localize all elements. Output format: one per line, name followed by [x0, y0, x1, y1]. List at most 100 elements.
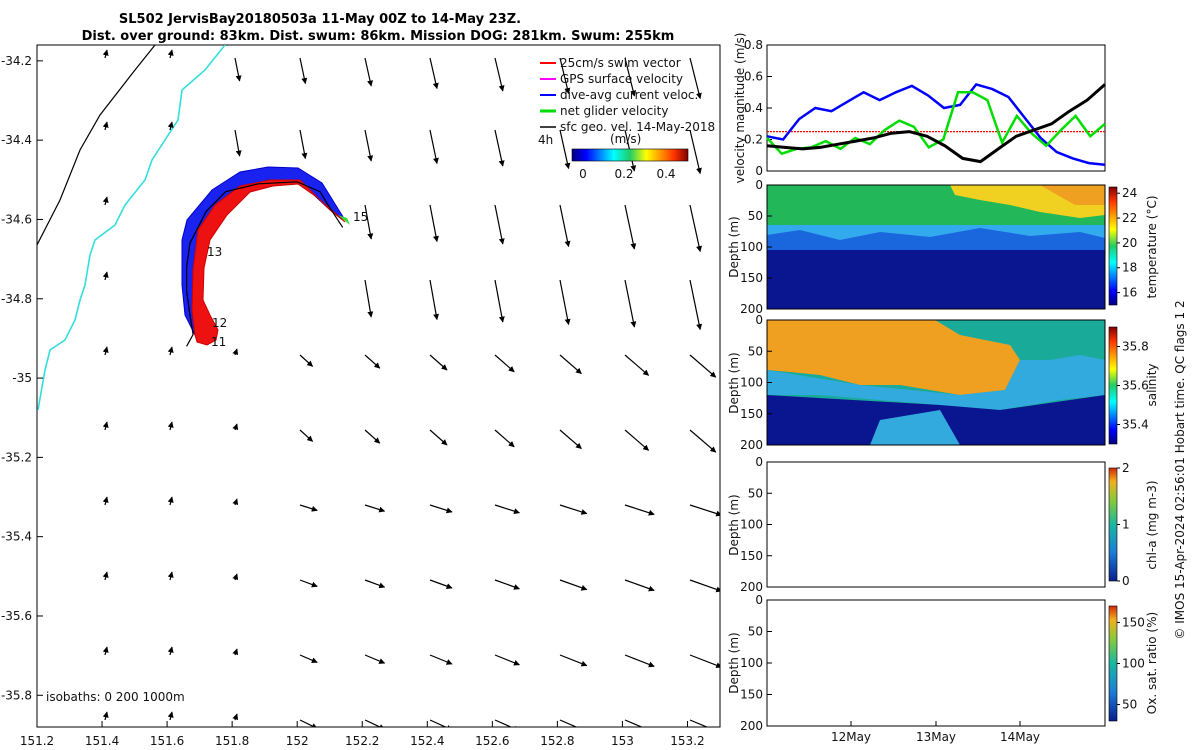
oxygen-axis-ticks: 0 50 100 150 200: [740, 593, 772, 733]
geo-velocity-arrow: [689, 279, 703, 331]
temperature-colorbar-ticks: 16 18 20 22 24: [1117, 186, 1137, 300]
chl-a-ytick-1: 50: [748, 486, 763, 500]
map-axis-ticks: 151.2 151.4 151.6 151.8 152 152.2 152.4 152.6 15…: [1, 54, 705, 748]
oxygen-ytick-1: 50: [748, 625, 763, 639]
chl-a-colorbar: [1108, 467, 1118, 582]
geo-velocity-arrow: [299, 719, 318, 727]
geo-velocity-arrow: [364, 504, 386, 513]
map-colorbar: [571, 148, 689, 162]
map-xtick-6: 152.4: [410, 734, 444, 748]
geo-velocity-arrow: [167, 421, 174, 431]
velocity-ytick-4: 0.8: [744, 38, 763, 52]
chl-a-ytick-2: 100: [740, 518, 763, 532]
geo-velocity-arrow: [364, 579, 386, 589]
geo-velocity-arrow: [167, 571, 174, 581]
geo-velocity-arrow: [429, 504, 453, 514]
oxygen-colorbar-tick-0: 50: [1122, 698, 1137, 712]
geo-velocity-arrow: [624, 204, 637, 250]
map-ytick-7: -35.6: [1, 609, 32, 623]
geo-velocity-arrow: [624, 579, 655, 592]
geo-velocity-arrow: [689, 719, 709, 727]
velocity-ytick-1: 0.2: [744, 133, 763, 147]
temperature-ylabel: Depth (m): [727, 216, 741, 277]
geo-velocity-arrow: [102, 496, 109, 506]
geo-velocity-arrow: [559, 579, 588, 591]
geo-velocity-arrow: [429, 429, 448, 446]
geo-velocity-arrow: [429, 719, 453, 727]
temperature-colorbar-tick-2: 20: [1122, 236, 1137, 250]
map-ytick-4: -35: [12, 371, 32, 385]
velocity-series-net-glider: [766, 91, 1106, 156]
geo-velocity-arrow: [624, 57, 637, 97]
geo-velocity-arrow: [429, 204, 439, 243]
geo-velocity-arrow: [167, 711, 174, 721]
oxygen-colorbar-tick-2: 150: [1122, 615, 1145, 629]
chart-title-line2: Dist. over ground: 83km. Dist. swum: 86k…: [82, 29, 675, 44]
oxygen-ytick-4: 200: [740, 719, 763, 733]
velocity-ytick-0: 0: [755, 164, 763, 178]
geo-velocity-arrow: [559, 354, 582, 375]
geo-velocity-arrow: [494, 204, 505, 245]
geo-velocity-arrow: [429, 579, 453, 589]
glider-track-line: [186, 181, 344, 347]
geo-velocity-arrow: [559, 57, 571, 95]
map-axes-box: [36, 44, 721, 728]
salinity-ytick-4: 200: [740, 438, 763, 452]
geo-velocity-arrow: [167, 121, 174, 131]
temperature-field-deep: [767, 247, 1105, 309]
geo-velocity-arrow: [429, 129, 439, 165]
map-ytick-8: -35.8: [1, 688, 32, 702]
geo-velocity-arrow: [364, 57, 373, 87]
legend-swim-vector: 25cm/s swim vector: [560, 56, 681, 70]
track-band-green: [338, 215, 350, 225]
geo-velocity-arrow: [102, 646, 109, 656]
map-xtick-1: 151.4: [85, 734, 119, 748]
salinity-colorbar-label: salinity: [1145, 363, 1159, 406]
temperature-colorbar-tick-1: 18: [1122, 261, 1137, 275]
day-label-11: 11: [211, 335, 226, 349]
map-panel: 15 13 12 11 151.2 151.4 151.6 151.8 152 152.2…: [1, 44, 721, 748]
geo-velocity-arrow: [102, 196, 109, 206]
map-xtick-3: 151.8: [215, 734, 249, 748]
geo-velocity-arrow: [494, 504, 520, 515]
temperature-ytick-0: 0: [755, 178, 763, 192]
geo-velocity-arrow: [102, 49, 109, 59]
salinity-colorbar-tick-1: 35.6: [1122, 379, 1149, 393]
chl-a-colorbar-tick-1: 1: [1122, 518, 1130, 532]
geo-velocity-arrow: [232, 348, 239, 356]
track-band-red: [191, 179, 346, 346]
geo-velocity-arrow: [429, 57, 439, 90]
chl-a-colorbar-tick-0: 0: [1122, 574, 1130, 588]
oxygen-ylabel: Depth (m): [727, 632, 741, 693]
geo-velocity-arrow: [232, 573, 239, 581]
day-label-13: 13: [207, 245, 222, 259]
geo-velocity-arrow: [232, 713, 239, 721]
geo-velocity-arrow: [559, 504, 588, 515]
salinity-axis-ticks: 0 50 100 150 200: [740, 313, 772, 452]
map-xtick-0: 151.2: [20, 734, 54, 748]
chl-a-colorbar-tick-2: 2: [1122, 461, 1130, 475]
map-xtick-10: 153.2: [670, 734, 704, 748]
geo-velocity-arrow: [299, 654, 318, 664]
temperature-colorbar: [1108, 186, 1118, 306]
geo-velocity-arrow: [102, 346, 109, 356]
geo-velocity-arrow: [689, 204, 702, 253]
geo-velocity-arrow: [167, 646, 174, 656]
map-colorbar-tick-0: 0: [579, 167, 587, 181]
geo-velocity-arrow: [167, 49, 174, 59]
chl-a-ylabel: Depth (m): [727, 494, 741, 555]
temperature-field-transition: [767, 228, 1105, 250]
geo-velocity-arrow: [102, 271, 109, 281]
geo-velocity-arrow: [624, 719, 644, 727]
chl-a-ytick-4: 200: [740, 580, 763, 594]
geo-velocity-arrow: [299, 354, 314, 367]
salinity-field-midlayer: [767, 355, 1105, 410]
temperature-ytick-4: 200: [740, 302, 763, 316]
velocity-series: [766, 82, 1106, 166]
geo-velocity-arrow: [494, 429, 515, 448]
geo-velocity-arrow: [624, 354, 650, 376]
salinity-field-orange: [767, 320, 1020, 395]
oxygen-colorbar-ticks: 50 100 150: [1117, 615, 1145, 712]
geo-velocity-arrow: [364, 129, 374, 162]
salinity-ytick-0: 0: [755, 313, 763, 327]
